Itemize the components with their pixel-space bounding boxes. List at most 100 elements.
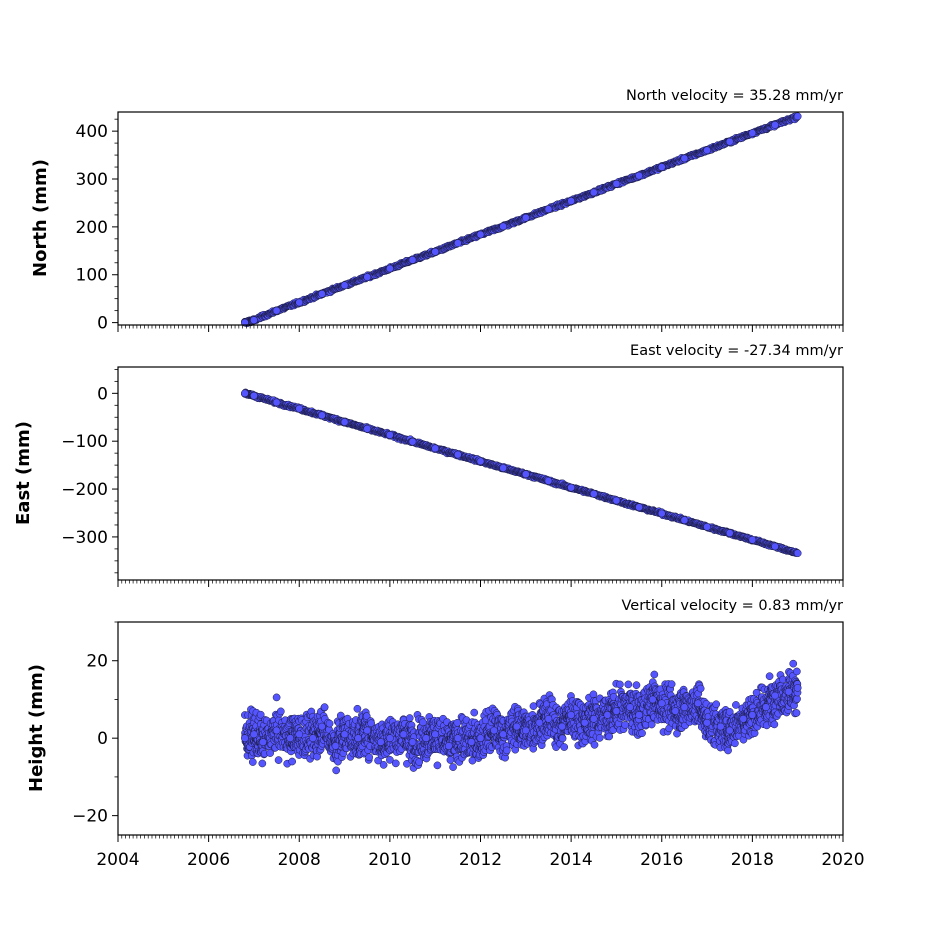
height-data-point (446, 756, 455, 764)
height-data-point (589, 690, 598, 699)
height-data-point (624, 680, 633, 689)
east-y-tick-label: −200 (61, 480, 108, 500)
east-data-point (499, 464, 508, 472)
east-data-point (453, 450, 462, 459)
height-data-point (258, 759, 267, 768)
height-data-point (276, 707, 285, 716)
north-data-point (476, 230, 485, 239)
north-y-tick-label: 200 (76, 218, 108, 238)
north-data-point (408, 256, 417, 264)
north-data-point (771, 121, 779, 129)
north-data-point (453, 239, 462, 247)
height-data-point (696, 684, 705, 693)
north-points (241, 112, 802, 328)
east-data-point (318, 411, 326, 420)
height-data-point (503, 746, 511, 755)
height-data-point (325, 719, 334, 728)
north-data-point (748, 129, 757, 137)
height-data-point (558, 734, 567, 743)
north-data-point (340, 281, 349, 290)
east-data-point (567, 483, 575, 492)
east-data-point (241, 389, 249, 398)
east-data-point (748, 535, 757, 544)
east-y-tick-label: −100 (61, 432, 108, 452)
height-data-point (595, 734, 604, 742)
east-data-point (272, 398, 281, 407)
north-data-point (635, 171, 643, 180)
east-data-point (386, 431, 394, 439)
east-ylabel: East (mm) (13, 421, 34, 525)
north-y-ticks: 0 100 200 300 400 (76, 118, 118, 334)
height-data-point (365, 753, 374, 762)
east-velocity-label: East velocity = -27.34 mm/yr (630, 343, 843, 359)
height-data-point (621, 721, 629, 729)
height-data-point (470, 708, 479, 717)
height-data-point (332, 766, 341, 775)
height-data-point (449, 763, 457, 771)
east-data-point (295, 404, 304, 413)
height-data-point (274, 756, 283, 764)
east-y-tick-label: 0 (97, 384, 108, 404)
east-data-point (657, 509, 666, 518)
east-points (241, 388, 802, 558)
height-data-point (419, 718, 427, 727)
east-data-point (612, 496, 621, 505)
east-panel: 0−100−200−300 East velocity = -27.34 mm/… (13, 343, 844, 587)
height-data-point (379, 761, 388, 769)
north-data-point (544, 205, 553, 214)
north-data-point (499, 222, 508, 231)
north-y-tick-label: 100 (76, 266, 108, 286)
north-velocity-label: North velocity = 35.28 mm/yr (626, 88, 843, 104)
height-data-point (638, 729, 646, 738)
east-data-point (725, 529, 734, 537)
north-data-point (567, 197, 575, 205)
height-data-point (732, 701, 740, 709)
north-data-point (431, 247, 440, 256)
north-data-point (386, 264, 394, 273)
north-data-point (793, 112, 802, 121)
height-data-point (248, 758, 257, 766)
north-data-point (703, 146, 711, 155)
height-data-point (391, 759, 400, 768)
north-data-point (725, 137, 734, 146)
height-data-point (616, 680, 624, 689)
east-data-point (363, 424, 372, 433)
north-data-point (272, 306, 281, 315)
north-data-point (295, 298, 304, 307)
north-x-ticks (117, 325, 844, 332)
east-data-point (544, 477, 553, 485)
height-data-point (433, 761, 442, 770)
height-data-point (272, 693, 281, 702)
north-data-point (363, 273, 372, 281)
east-data-point (431, 444, 440, 453)
north-data-point (318, 290, 326, 298)
north-data-point (657, 163, 666, 171)
north-data-point (612, 179, 621, 188)
east-data-point (771, 542, 779, 551)
height-data-point (590, 740, 599, 749)
height-data-point (632, 681, 641, 689)
north-y-tick-label: 400 (76, 122, 108, 142)
east-data-point (589, 489, 598, 498)
east-data-point (340, 418, 349, 426)
east-data-point (635, 503, 643, 512)
east-data-point (680, 516, 689, 525)
east-data-point (521, 470, 530, 479)
north-ylabel: North (mm) (30, 159, 51, 277)
north-data-point (680, 154, 689, 163)
east-data-point (250, 391, 258, 400)
height-data-point (650, 670, 659, 679)
east-data-point (793, 549, 802, 558)
height-data-point (353, 704, 362, 713)
north-y-tick-label: 0 (97, 314, 108, 334)
north-data-point (250, 316, 258, 325)
east-data-point (476, 457, 485, 466)
height-data-point (731, 739, 739, 748)
height-data-point (405, 714, 414, 722)
east-data-point (408, 437, 417, 446)
north-panel: 0 100 200 300 400 North velocity = 35.28 mm/… (30, 88, 844, 334)
height-data-point (647, 720, 656, 729)
north-y-tick-label: 300 (76, 170, 108, 190)
